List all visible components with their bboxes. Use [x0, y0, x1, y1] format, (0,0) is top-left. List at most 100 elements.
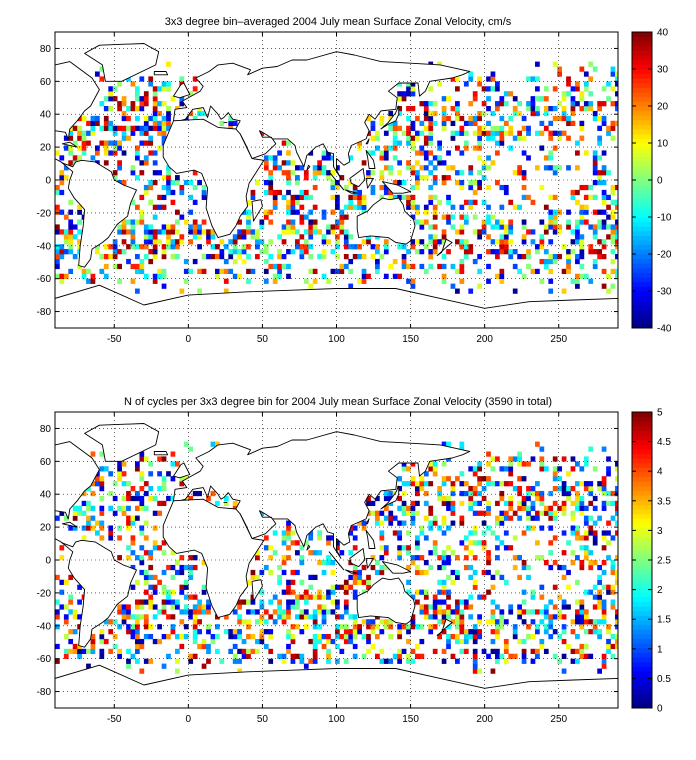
coastlines: [55, 423, 618, 708]
data-cell: [170, 224, 176, 230]
data-cell: [103, 160, 109, 166]
data-cell: [446, 589, 451, 595]
data-cell: [312, 648, 318, 655]
data-cell: [112, 150, 118, 156]
data-cell: [575, 609, 580, 615]
data-cell: [108, 471, 114, 477]
data-cell: [63, 234, 69, 240]
data-cell: [468, 184, 474, 191]
data-cell: [566, 224, 571, 230]
data-cell: [588, 101, 594, 107]
data-cell: [481, 130, 487, 136]
data-cell: [303, 663, 309, 669]
data-cell: [455, 170, 460, 176]
data-cell: [148, 249, 154, 255]
data-cell: [139, 614, 145, 620]
data-cell: [379, 170, 385, 176]
data-cell: [472, 668, 478, 674]
data-cell: [437, 155, 442, 161]
data-cell: [597, 481, 602, 487]
data-cell: [232, 643, 238, 650]
data-cell: [317, 594, 322, 600]
data-cell: [468, 170, 474, 176]
data-cell: [326, 634, 331, 640]
data-cell: [383, 495, 389, 502]
data-cell: [157, 101, 162, 107]
data-cell: [126, 604, 131, 610]
data-cell: [455, 145, 460, 151]
data-cell: [579, 135, 585, 141]
data-cell: [68, 229, 74, 235]
data-cell: [183, 564, 189, 571]
data-cell: [143, 619, 149, 625]
data-cell: [143, 535, 149, 541]
data-cell: [601, 658, 607, 664]
data-cell: [446, 214, 451, 220]
data-cell: [215, 634, 220, 640]
data-cell: [446, 634, 451, 640]
data-cell: [441, 278, 447, 284]
data-cell: [370, 500, 376, 507]
data-cell: [601, 170, 607, 176]
data-cell: [126, 545, 131, 551]
data-cell: [561, 604, 567, 610]
data-cell: [459, 224, 465, 230]
data-cell: [59, 604, 65, 610]
data-cell: [148, 140, 154, 146]
data-cell: [117, 604, 122, 610]
data-cell: [246, 244, 251, 250]
data-cell: [592, 150, 598, 156]
data-cell: [499, 268, 505, 275]
data-cell: [246, 219, 251, 225]
data-cell: [308, 219, 314, 225]
data-cell: [197, 288, 202, 294]
data-cell: [228, 268, 234, 275]
data-cell: [406, 165, 411, 171]
data-cell: [579, 239, 585, 245]
data-cell: [432, 120, 438, 127]
colorbar-segment: [632, 435, 652, 441]
data-cell: [357, 629, 362, 635]
data-cell: [161, 86, 167, 92]
data-cell: [548, 624, 554, 630]
coastline: [251, 579, 263, 602]
data-cell: [246, 214, 251, 220]
data-cell: [77, 263, 82, 270]
colorbar-segment: [632, 643, 652, 649]
data-cell: [130, 219, 136, 225]
data-cell: [490, 76, 496, 82]
data-cell: [95, 71, 100, 77]
data-cell: [561, 653, 567, 659]
data-cell: [446, 545, 451, 551]
colorbar-segment: [632, 207, 652, 213]
data-cell: [268, 170, 274, 176]
data-cell: [419, 653, 425, 659]
data-cell: [441, 273, 447, 279]
data-cell: [166, 106, 171, 112]
data-cell: [290, 224, 296, 230]
data-cell: [539, 120, 545, 127]
data-cell: [397, 96, 402, 102]
data-cell: [161, 599, 167, 605]
data-cell: [130, 263, 136, 270]
data-cell: [335, 658, 340, 664]
data-cell: [139, 486, 145, 492]
x-tick-label: 150: [402, 334, 419, 345]
data-cell: [419, 219, 425, 225]
data-cell: [370, 564, 376, 571]
data-cell: [486, 106, 491, 112]
data-cell: [192, 619, 198, 625]
data-cell: [615, 609, 618, 615]
data-cell: [610, 564, 616, 571]
data-cell: [281, 540, 287, 546]
data-cell: [326, 535, 331, 541]
data-cell: [63, 604, 69, 610]
data-cell: [415, 510, 420, 516]
colorbar-segment: [632, 661, 652, 667]
data-cell: [539, 96, 545, 102]
data-cell: [455, 476, 460, 482]
data-cell: [570, 466, 576, 472]
data-cell: [548, 515, 554, 521]
data-cell: [72, 525, 78, 531]
data-cell: [379, 658, 385, 664]
